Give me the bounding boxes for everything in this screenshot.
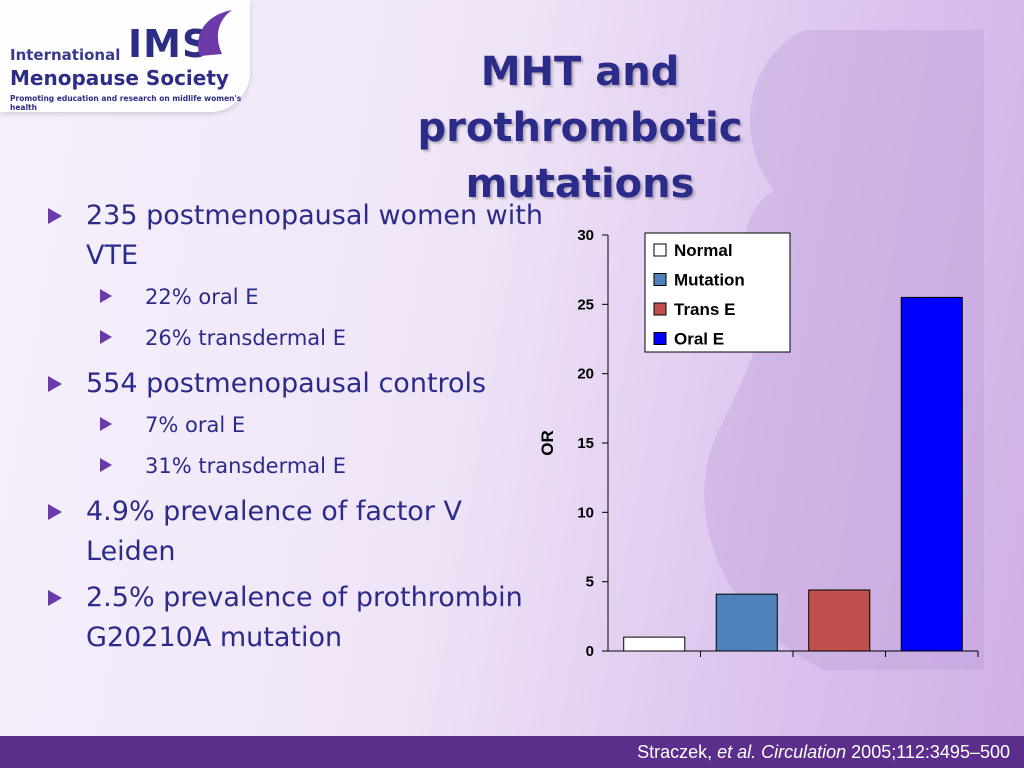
logo-brand: IMS bbox=[128, 22, 211, 66]
slide-title: MHT and prothrombotic mutations bbox=[417, 49, 743, 207]
bullet-triangle-icon bbox=[48, 376, 62, 392]
ims-logo: International IMS Menopause Society Prom… bbox=[0, 0, 250, 112]
bullet-text: 554 postmenopausal controls bbox=[86, 368, 487, 399]
sub-bullet-text: 31% transdermal E bbox=[145, 454, 346, 478]
y-tick-label: 0 bbox=[586, 643, 594, 660]
sub-bullet-triangle-icon bbox=[100, 458, 112, 472]
legend-swatch bbox=[653, 273, 667, 286]
footer-bar: Straczek, et al. Circulation 2005;112:34… bbox=[0, 736, 1024, 768]
sub-bullet-text: 26% transdermal E bbox=[145, 326, 346, 350]
legend-label: Trans E bbox=[674, 300, 735, 319]
bullet-item: 4.9% prevalence of factor V Leiden bbox=[48, 492, 548, 572]
sub-bullet-text: 7% oral E bbox=[145, 413, 246, 437]
citation-reference: 2005;112:3495–500 bbox=[846, 742, 1010, 762]
sub-bullet-triangle-icon bbox=[100, 417, 112, 431]
bar-normal bbox=[623, 636, 686, 652]
legend-swatch bbox=[653, 332, 667, 345]
legend-swatch bbox=[653, 243, 667, 257]
legend-swatch bbox=[653, 302, 667, 316]
sub-bullet-item: 7% oral E bbox=[48, 410, 548, 440]
bullet-text: 4.9% prevalence of factor V Leiden bbox=[86, 496, 462, 567]
legend-label: Normal bbox=[674, 241, 733, 260]
bullet-item: 554 postmenopausal controls bbox=[48, 364, 548, 404]
sub-bullet-triangle-icon bbox=[100, 289, 112, 303]
legend-label: Oral E bbox=[674, 330, 724, 349]
bullet-item: 2.5% prevalence of prothrombin G20210A m… bbox=[48, 578, 548, 658]
legend-label: Mutation bbox=[674, 271, 745, 290]
bullet-triangle-icon bbox=[48, 504, 62, 520]
y-tick-label: 25 bbox=[577, 296, 594, 313]
sub-bullet-text: 22% oral E bbox=[145, 285, 259, 309]
citation-authors: Straczek, bbox=[637, 742, 718, 762]
bullet-list: 235 postmenopausal women with VTE 22% ora… bbox=[48, 196, 548, 664]
bullet-triangle-icon bbox=[48, 590, 62, 606]
sub-bullet-item: 31% transdermal E bbox=[48, 451, 548, 481]
logo-menopause-society: Menopause Society bbox=[10, 66, 229, 90]
y-tick-label: 30 bbox=[577, 227, 594, 244]
bullet-text: 2.5% prevalence of prothrombin G20210A m… bbox=[86, 582, 523, 653]
bar-oral-e bbox=[900, 296, 963, 652]
logo-swoosh-icon bbox=[198, 10, 232, 56]
bullet-item: 235 postmenopausal women with VTE bbox=[48, 196, 548, 276]
sub-bullet-item: 22% oral E bbox=[48, 282, 548, 312]
y-tick-label: 10 bbox=[577, 504, 594, 521]
logo-international: International bbox=[10, 46, 121, 64]
legend-box bbox=[644, 232, 791, 353]
bullet-triangle-icon bbox=[48, 208, 62, 224]
bar-mutation bbox=[715, 593, 778, 652]
bar-chart: 0 5 10 15 20 25 30 OR Normal Mutation Trans E Oral … bbox=[538, 227, 979, 660]
logo-tagline: Promoting education and research on midl… bbox=[10, 94, 242, 112]
sub-bullet-triangle-icon bbox=[100, 330, 112, 344]
bullet-text: 235 postmenopausal women with VTE bbox=[86, 200, 543, 271]
citation-journal: et al. Circulation bbox=[717, 742, 847, 762]
y-tick-label: 15 bbox=[577, 435, 594, 452]
y-tick-label: 20 bbox=[577, 366, 594, 383]
y-tick-label: 5 bbox=[586, 574, 594, 591]
bar-trans-e bbox=[808, 589, 871, 652]
sub-bullet-item: 26% transdermal E bbox=[48, 323, 548, 353]
citation: Straczek, et al. Circulation 2005;112:34… bbox=[637, 742, 1010, 763]
y-axis-label: OR bbox=[538, 430, 557, 456]
